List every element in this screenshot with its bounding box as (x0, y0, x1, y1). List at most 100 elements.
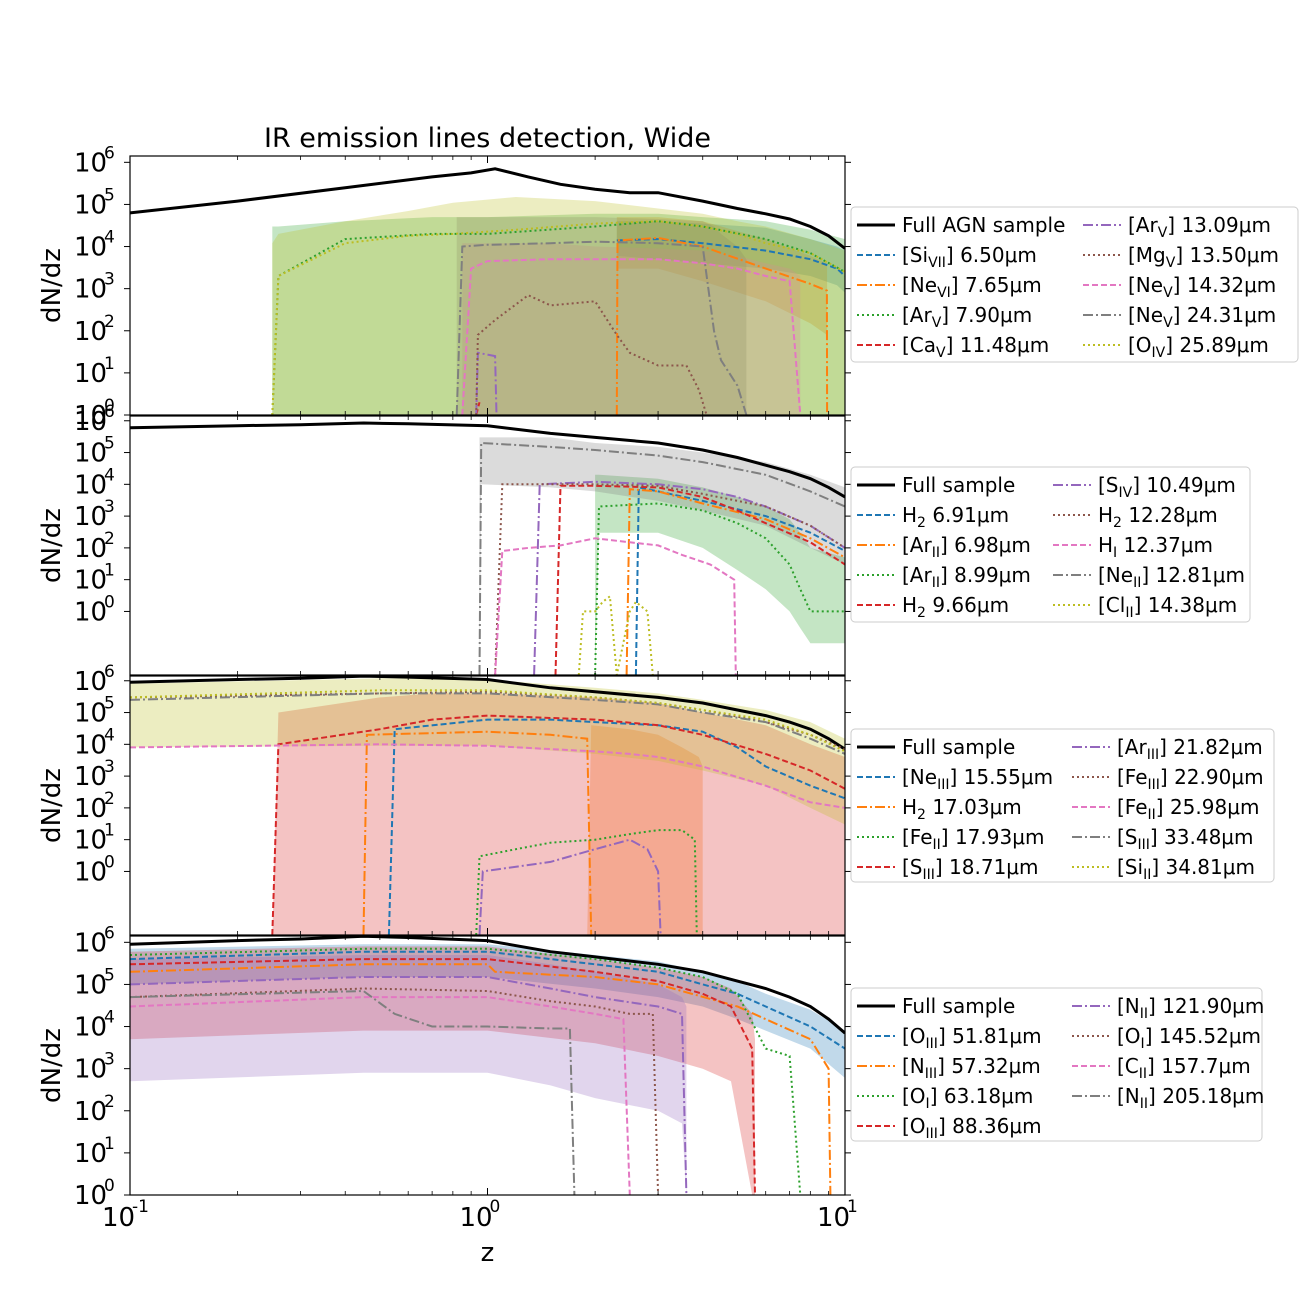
y-tick-label: 10 (74, 597, 107, 627)
legend-label: [OIII] 51.81μm (902, 1024, 1042, 1052)
y-tick-exponent: 1 (104, 821, 115, 841)
y-tick-exponent: 6 (104, 402, 115, 422)
x-tick-label: 10 (102, 1203, 135, 1233)
y-axis-label: dN/dz (37, 1028, 67, 1103)
y-tick-label: 10 (74, 566, 107, 596)
band-0-8 (456, 217, 747, 415)
band-2-2 (363, 725, 703, 935)
series-line-3-4 (130, 958, 756, 1195)
y-tick-exponent: 1 (104, 354, 115, 374)
series-line-1-1 (634, 486, 845, 675)
series-line-2-4 (271, 714, 845, 935)
y-tick-exponent: 4 (104, 1008, 115, 1028)
legend-label: [ClII] 14.38μm (1098, 593, 1237, 621)
band-0-9 (272, 197, 845, 415)
legend-label: [NeIII] 15.55μm (902, 765, 1053, 793)
legend-label: [NII] 205.18μm (1117, 1084, 1264, 1112)
y-tick-exponent: 1 (104, 1134, 115, 1154)
panel-4-plot (130, 936, 845, 1195)
band-2-4 (272, 693, 845, 935)
y-tick-exponent: 5 (104, 694, 115, 714)
band-3-5 (130, 955, 687, 1195)
series-line-3-1 (130, 950, 845, 1050)
legend-label: [ArII] 6.98μm (902, 533, 1031, 561)
y-tick-exponent: 3 (104, 270, 115, 290)
legend-label: [FeII] 17.93μm (902, 825, 1044, 853)
series-line-3-3 (130, 947, 802, 1195)
x-tick-exponent: 1 (847, 1197, 858, 1217)
legend-label: [SiVII] 6.50μm (902, 243, 1037, 271)
y-tick-exponent: 2 (104, 312, 115, 332)
legend-label: [NIII] 57.32μm (902, 1054, 1041, 1082)
series-line-1-3 (594, 502, 845, 675)
series-line-1-4 (554, 484, 845, 675)
panel-1-plot (130, 156, 845, 415)
series-line-2-7 (130, 743, 845, 809)
band-1-3 (595, 474, 845, 675)
series-line-3-2 (130, 963, 832, 1195)
y-tick-exponent: 0 (104, 592, 115, 612)
y-tick-label: 10 (74, 359, 107, 389)
y-tick-label: 10 (74, 928, 107, 958)
series-line-0-2 (615, 236, 829, 415)
x-axis-label: z (481, 1238, 495, 1268)
series-line-2-6 (130, 690, 845, 751)
legend-label: H2 12.28μm (1098, 503, 1218, 531)
legend-label: [ArIII] 21.82μm (1117, 735, 1263, 763)
y-tick-label: 10 (74, 439, 107, 469)
legend-label: [ArII] 8.99μm (902, 563, 1031, 591)
legend-label: [OI] 63.18μm (902, 1084, 1033, 1112)
legend-label: Full sample (902, 473, 1015, 497)
legend-label: Full sample (902, 994, 1015, 1018)
legend-label: [CaV] 11.48μm (902, 333, 1049, 361)
band-3-1 (130, 944, 845, 1078)
legend-label: [ArV] 7.90μm (902, 303, 1032, 331)
y-tick-exponent: 4 (104, 228, 115, 248)
chart-title: IR emission lines detection, Wide (264, 123, 711, 154)
y-tick-label: 10 (74, 1139, 107, 1169)
band-1-8 (479, 437, 845, 675)
y-tick-label: 10 (74, 407, 107, 437)
series-line-2-2 (362, 730, 593, 935)
y-tick-exponent: 3 (104, 1050, 115, 1070)
legend-label: HI 12.37μm (1098, 533, 1213, 561)
series-line-0-0 (130, 167, 845, 250)
panel-2-plot (130, 416, 845, 675)
y-tick-exponent: 2 (104, 529, 115, 549)
y-axis-label: dN/dz (37, 768, 67, 843)
x-tick-exponent: -1 (132, 1197, 149, 1217)
y-tick-label: 10 (74, 470, 107, 500)
y-tick-label: 10 (74, 502, 107, 532)
y-tick-label: 10 (74, 1013, 107, 1043)
y-tick-exponent: 6 (104, 143, 115, 163)
legend-box-3 (850, 728, 1275, 883)
legend-label: [FeIII] 22.90μm (1117, 765, 1264, 793)
band-3-4 (130, 946, 755, 1195)
y-tick-exponent: 0 (104, 852, 115, 872)
series-line-1-7 (494, 537, 737, 675)
y-tick-exponent: 5 (104, 434, 115, 454)
legend-label: [OIII] 88.36μm (902, 1114, 1042, 1142)
legend-label: [OIV] 25.89μm (1128, 333, 1269, 361)
y-tick-label: 10 (74, 699, 107, 729)
y-tick-label: 10 (74, 1097, 107, 1127)
series-line-3-7 (130, 996, 631, 1195)
y-tick-label: 10 (74, 190, 107, 220)
series-line-0-3 (271, 220, 845, 415)
series-line-0-7 (461, 258, 802, 415)
series-line-1-5 (533, 480, 845, 675)
legend-label: [NeVI] 7.65μm (902, 273, 1042, 301)
legend-label: [FeII] 25.98μm (1117, 795, 1259, 823)
y-tick-exponent: 4 (104, 465, 115, 485)
legend-label: Full AGN sample (902, 213, 1065, 237)
legend-label: Full sample (902, 735, 1015, 759)
y-tick-exponent: 3 (104, 757, 115, 777)
legend-label: [MgV] 13.50μm (1128, 243, 1279, 271)
legend-label: [SIV] 10.49μm (1098, 473, 1236, 501)
legend-label: H2 6.91μm (902, 503, 1009, 531)
y-tick-exponent: 5 (104, 965, 115, 985)
series-line-3-5 (130, 976, 688, 1195)
y-tick-label: 10 (74, 857, 107, 887)
series-line-1-0 (130, 421, 845, 499)
